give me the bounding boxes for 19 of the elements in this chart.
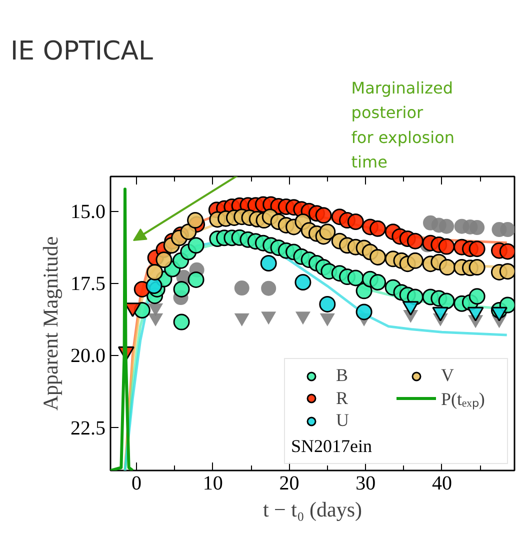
legend-label: P(tₑₓₚ) <box>441 388 486 410</box>
x-tick-label: 30 <box>356 472 376 494</box>
legend-label: B <box>336 365 350 386</box>
text: Marginalized posterior for explosion time <box>351 78 454 172</box>
y-tick-label: 17.5 <box>70 273 106 296</box>
legend-label: R <box>336 388 350 408</box>
y-tick-label: 15.0 <box>70 201 106 224</box>
y-axis-title: Apparent Magnitude <box>38 236 62 411</box>
y-tick-label: 20.0 <box>70 345 106 368</box>
x-tick-label: 40 <box>432 472 452 494</box>
legend-label: U <box>336 410 350 431</box>
x-tick-label: 20 <box>279 472 300 494</box>
x-tick-label: 0 <box>131 472 142 494</box>
legend-label: V <box>441 365 455 386</box>
chart-title: IE OPTICAL <box>10 36 154 66</box>
y-tick-label: 22.5 <box>70 417 106 440</box>
legend-title: SN2017ein <box>291 436 373 457</box>
x-tick-label: 10 <box>202 472 223 494</box>
x-axis-title: t − t₀ (days) <box>262 498 362 522</box>
